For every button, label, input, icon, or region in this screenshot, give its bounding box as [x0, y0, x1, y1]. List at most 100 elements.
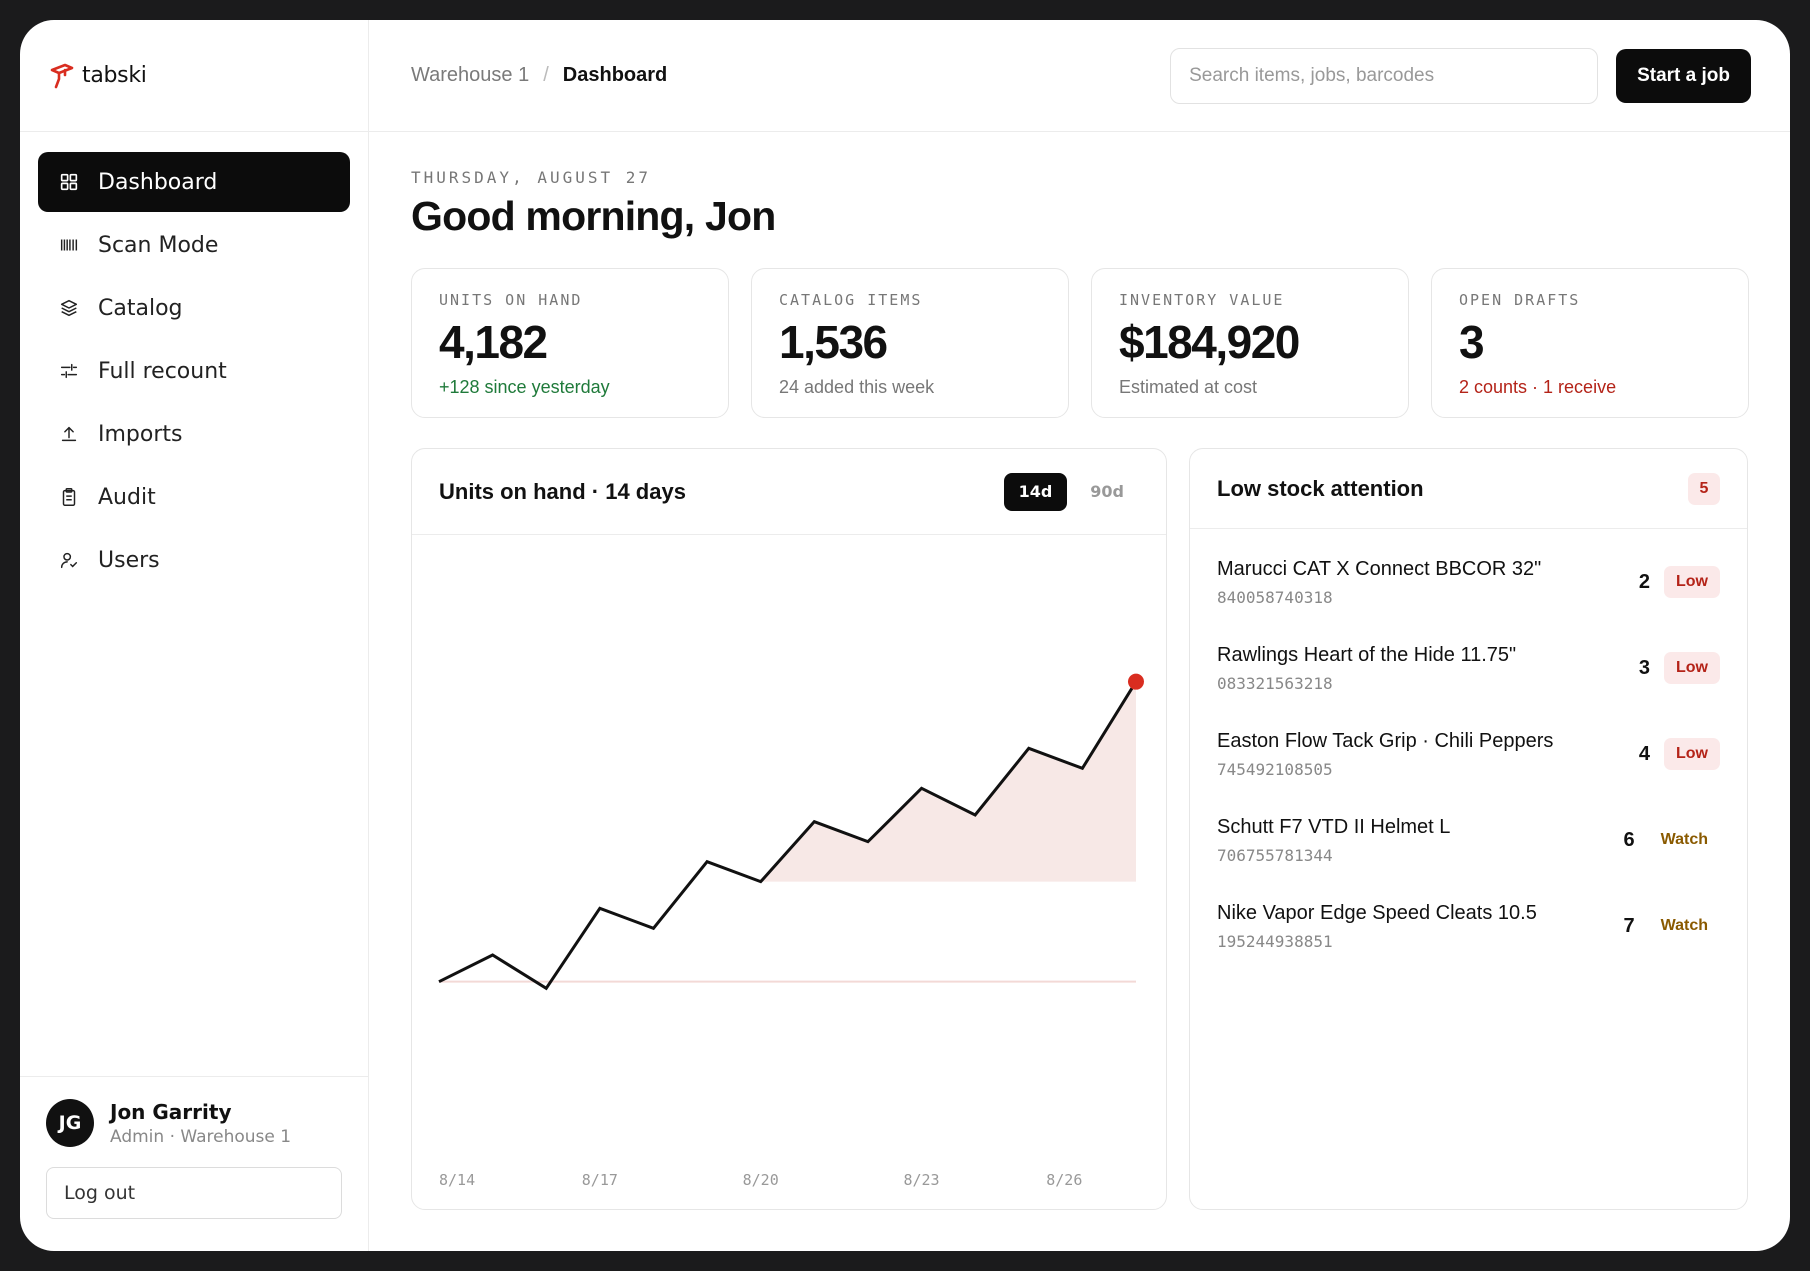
- range-14d-button[interactable]: 14d: [1003, 472, 1068, 511]
- sidebar-item-label: Users: [98, 547, 160, 573]
- range-toggle: 14d 90d: [1003, 472, 1139, 511]
- breadcrumb-current: Dashboard: [562, 64, 668, 86]
- stat-value: $184,920: [1119, 316, 1300, 368]
- avatar: JG: [46, 1099, 94, 1147]
- item-name: Rawlings Heart of the Hide 11.75": [1217, 643, 1517, 666]
- current-date: THURSDAY, AUGUST 27: [411, 168, 652, 187]
- user-name: Jon Garrity: [110, 1099, 232, 1124]
- search-input[interactable]: [1170, 47, 1599, 104]
- stat-sub: +128 since yesterday: [439, 377, 610, 397]
- status-badge: Low: [1664, 566, 1720, 598]
- layers-icon: [60, 299, 78, 317]
- sidebar-item-catalog[interactable]: Catalog: [38, 278, 350, 338]
- item-qty: 7: [1623, 914, 1635, 937]
- barcode-icon: [60, 239, 78, 251]
- user-role: Admin · Warehouse 1: [110, 1126, 292, 1147]
- sidebar-item-full-recount[interactable]: Full recount: [38, 341, 350, 401]
- units-line-chart: 8/14 8/17 8/20 8/23 8/26: [438, 673, 1144, 1189]
- x-tick-label: 8/26: [1046, 1171, 1082, 1189]
- dashboard: THURSDAY, AUGUST 27 Good morning, Jon UN…: [369, 132, 1790, 1210]
- tabski-logo-icon: [50, 63, 74, 88]
- start-job-button[interactable]: Start a job: [1616, 48, 1751, 103]
- item-qty: 4: [1638, 742, 1650, 765]
- user-profile[interactable]: JG Jon Garrity Admin · Warehouse 1: [46, 1099, 342, 1147]
- status-badge: Watch: [1660, 831, 1708, 848]
- stat-card-units: UNITS ON HAND 4,182 +128 since yesterday: [411, 268, 729, 418]
- item-barcode: 706755781344: [1217, 845, 1333, 865]
- sidebar-item-audit[interactable]: Audit: [38, 467, 350, 527]
- chart-header: Units on hand · 14 days 14d 90d: [412, 449, 1166, 535]
- stat-card-drafts: OPEN DRAFTS 3 2 counts · 1 receive: [1431, 268, 1749, 418]
- logout-button[interactable]: Log out: [46, 1167, 342, 1219]
- range-90d-button[interactable]: 90d: [1090, 482, 1124, 501]
- sidebar-item-imports[interactable]: Imports: [38, 404, 350, 464]
- item-name: Schutt F7 VTD II Helmet L: [1217, 815, 1451, 838]
- sidebar-nav: Dashboard Scan Mode Catalog Full recount…: [20, 132, 368, 613]
- item-barcode: 195244938851: [1217, 931, 1333, 951]
- main-content: Warehouse 1 / Dashboard Start a job THUR…: [369, 20, 1790, 1251]
- stat-sub: 24 added this week: [779, 377, 935, 397]
- item-barcode: 840058740318: [1217, 587, 1333, 607]
- sidebar-item-users[interactable]: Users: [38, 530, 350, 590]
- clipboard-icon: [62, 488, 76, 506]
- breadcrumb: Warehouse 1 / Dashboard: [411, 64, 667, 87]
- chart-title: Units on hand · 14 days: [439, 478, 686, 504]
- panels-row: Units on hand · 14 days 14d 90d 8/14 8/17…: [411, 448, 1749, 1210]
- low-stock-count-badge: 5: [1688, 472, 1720, 505]
- low-stock-title: Low stock attention: [1217, 475, 1424, 501]
- item-barcode: 745492108505: [1217, 759, 1333, 779]
- list-item[interactable]: Rawlings Heart of the Hide 11.75" 0833215…: [1190, 625, 1747, 711]
- sidebar-item-label: Scan Mode: [98, 232, 219, 258]
- item-qty: 2: [1638, 570, 1650, 593]
- list-item[interactable]: Easton Flow Tack Grip · Chili Peppers 745…: [1190, 711, 1747, 797]
- stat-sub: 2 counts · 1 receive: [1459, 377, 1617, 397]
- upload-icon: [61, 426, 77, 442]
- list-item[interactable]: Schutt F7 VTD II Helmet L 706755781344 6 …: [1190, 797, 1747, 883]
- item-name: Marucci CAT X Connect BBCOR 32": [1217, 557, 1542, 580]
- page-title: Good morning, Jon: [411, 193, 776, 239]
- item-name: Nike Vapor Edge Speed Cleats 10.5: [1217, 901, 1537, 924]
- status-badge: Low: [1664, 738, 1720, 770]
- breadcrumb-separator: /: [543, 64, 549, 86]
- item-name: Easton Flow Tack Grip · Chili Peppers: [1217, 729, 1554, 752]
- top-bar: Warehouse 1 / Dashboard Start a job: [369, 20, 1790, 132]
- item-qty: 6: [1623, 828, 1635, 851]
- breadcrumb-warehouse[interactable]: Warehouse 1: [411, 64, 530, 86]
- stat-label: INVENTORY VALUE: [1119, 291, 1285, 309]
- stat-sub: Estimated at cost: [1119, 377, 1258, 397]
- units-chart-card: Units on hand · 14 days 14d 90d 8/14 8/17…: [411, 448, 1167, 1210]
- sliders-icon: [60, 363, 78, 379]
- user-icon: [60, 552, 78, 569]
- sidebar-footer: JG Jon Garrity Admin · Warehouse 1 Log o…: [20, 1076, 368, 1251]
- stat-label: UNITS ON HAND: [439, 291, 583, 309]
- stat-value: 4,182: [439, 316, 548, 368]
- sidebar-item-label: Imports: [98, 421, 183, 447]
- brand-name: tabski: [82, 63, 147, 88]
- stat-label: CATALOG ITEMS: [779, 291, 923, 309]
- chart-area-fill: [760, 681, 1136, 882]
- stats-row: UNITS ON HAND 4,182 +128 since yesterday…: [411, 268, 1749, 418]
- list-item[interactable]: Nike Vapor Edge Speed Cleats 10.5 1952449…: [1190, 883, 1747, 969]
- low-stock-header: Low stock attention 5: [1190, 449, 1747, 529]
- sidebar-item-scan-mode[interactable]: Scan Mode: [38, 215, 350, 275]
- sidebar-item-label: Audit: [98, 484, 156, 510]
- item-qty: 3: [1638, 656, 1650, 679]
- stat-label: OPEN DRAFTS: [1459, 291, 1581, 309]
- stat-card-catalog: CATALOG ITEMS 1,536 24 added this week: [751, 268, 1069, 418]
- stat-card-value: INVENTORY VALUE $184,920 Estimated at co…: [1091, 268, 1409, 418]
- grid-icon: [60, 173, 78, 191]
- app-window: tabski Dashboard Scan Mode Catalog Full …: [20, 20, 1790, 1251]
- sidebar-item-label: Catalog: [98, 295, 183, 321]
- chart-latest-point: [1128, 673, 1144, 690]
- stat-value: 1,536: [779, 316, 888, 368]
- sidebar-item-label: Dashboard: [98, 169, 218, 195]
- list-item[interactable]: Marucci CAT X Connect BBCOR 32" 840058740…: [1190, 539, 1747, 625]
- sidebar-item-label: Full recount: [98, 358, 227, 384]
- low-stock-list: Marucci CAT X Connect BBCOR 32" 840058740…: [1190, 529, 1747, 969]
- sidebar-item-dashboard[interactable]: Dashboard: [38, 152, 350, 212]
- item-barcode: 083321563218: [1217, 673, 1333, 693]
- brand[interactable]: tabski: [20, 20, 368, 132]
- status-badge: Watch: [1660, 917, 1708, 934]
- status-badge: Low: [1664, 652, 1720, 684]
- stat-value: 3: [1459, 316, 1485, 368]
